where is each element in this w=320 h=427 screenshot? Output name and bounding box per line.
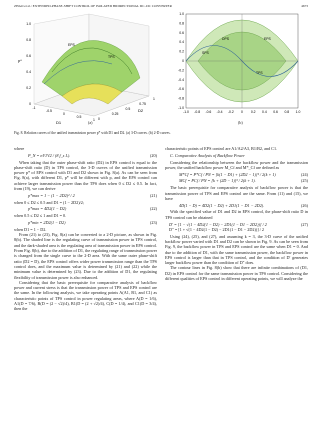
x-tick-label: -0.6 — [205, 110, 211, 114]
figure-panel-a: 00.20.40.60.81.0-1-0.500.51 00.250.50.751… — [18, 13, 155, 125]
y-tick-label: 0 — [182, 59, 184, 63]
y-tick-label: 1 — [153, 97, 155, 101]
x-tick-label: 1.0 — [296, 110, 301, 114]
equation-text: D′ = [1 − √(1 − 4D2(1 − D2) − 2D1(1 − D1… — [169, 221, 267, 227]
x-tick-label: -0.4 — [217, 110, 223, 114]
y-tick-label: -0.2 — [178, 68, 184, 72]
y-tick-label: 0.2 — [179, 50, 184, 54]
panel-tag: (b) — [238, 120, 243, 125]
equation-number: (20) — [150, 152, 157, 158]
paragraph: when 0 ≤ D2 ≤ 0.5 and D1 = (1 − 2D2)/2; — [14, 199, 85, 205]
y-tick-label: -0.6 — [178, 87, 184, 91]
equation: 4D(1 − D) = 4D2(1 − D2) + 2D1(1 − D1 − 2… — [179, 203, 308, 208]
paragraph: From (21) to (23), Fig. 8(a) can be conv… — [14, 232, 157, 280]
x-tick-label: -1 — [32, 106, 35, 110]
equation: p*max = 4D2(1 − D2) (22) — [28, 206, 157, 211]
y-tick-label: 0.75 — [139, 102, 146, 106]
equation-number: (25) — [301, 178, 308, 184]
z-tick-label: 0.8 — [26, 38, 31, 42]
paragraph: where — [14, 146, 25, 151]
y-tick-label: 0.8 — [179, 21, 184, 25]
region-label: DPS — [222, 37, 230, 41]
left-column: where P_N = nV1V2 / (8 f_s L). (20) When … — [14, 146, 157, 422]
z-tick-label: 1.0 — [26, 22, 31, 26]
paragraph: The basic prerequisite for comparative a… — [165, 185, 308, 201]
right-column: characteristic points of EPS control are… — [165, 146, 308, 422]
x-tick-label: -1.0 — [183, 110, 189, 114]
equation: D′ = [1 − √(1 − 4D2(1 − D2) − 2D1(1 − D1… — [169, 222, 308, 233]
paragraph: With the specified value of D1 and D2 in… — [165, 209, 308, 220]
equation-text: p*max = 1 − (1 − 2D2)² / 2 — [28, 192, 75, 198]
x-tick-label: 0.5 — [77, 115, 82, 119]
paragraph: The contour lines in Fig. 8(b) show that… — [165, 265, 308, 282]
y-tick-label: 0.5 — [126, 107, 131, 111]
panel-tag: (a) — [88, 120, 93, 125]
curve-label: EPS — [68, 43, 76, 47]
axis-label: D1 — [56, 120, 62, 125]
z-tick-label: 0.2 — [26, 86, 31, 90]
x-tick-label: 0 — [241, 110, 243, 114]
equation-text: MCf = PCf / PN = [k + (2D − 1)]² / 2(k +… — [179, 178, 256, 184]
equation-text: 4D(1 − D) = 4D2(1 − D2) + 2D1(1 − D1 − 2… — [179, 202, 265, 208]
z-tick-label: 0.4 — [26, 70, 31, 74]
y-tick-label: 0 — [98, 117, 100, 121]
running-header: ZHAO et al.: EXTENDED-PHASE-SHIFT CONTRO… — [14, 4, 172, 8]
paragraph: Considering the relationship between the… — [165, 159, 308, 170]
equation: p*max = 1 − (1 − 2D2)² / 2 (21) — [28, 193, 157, 198]
equation-number: (26) — [301, 202, 308, 208]
equation-text: M*Cf = P*Cf / PN = [k(1 − D1) + (2D2 − 1… — [179, 171, 276, 177]
equation-number: (21) — [150, 192, 157, 198]
paragraph: Using (24), (25), and (27), and assuming… — [165, 233, 308, 266]
section-heading: C. Comparative Analysis of Backflow Powe… — [170, 153, 245, 159]
x-tick-label: 0.8 — [284, 110, 289, 114]
equation-number: (27) — [301, 221, 308, 227]
y-tick-label: 0.4 — [179, 40, 184, 44]
region-label: TPS — [256, 71, 263, 75]
z-tick-label: 0.6 — [26, 54, 31, 58]
x-tick-label: 0.4 — [262, 110, 267, 114]
x-tick-label: 0.2 — [251, 110, 256, 114]
y-tick-label: -0.4 — [178, 78, 184, 82]
x-tick-label: -0.2 — [228, 110, 234, 114]
figure-panel-b: -1.0 -0.8 -0.6 -0.4 -0.2 0 0.2 0.4 0.6 0.8 1.0 1.0 0… — [178, 12, 301, 114]
equation-text: p*max = 4D2(1 − D2) — [28, 206, 67, 212]
equation: P_N = nV1V2 / (8 f_s L). (20) — [28, 153, 157, 158]
equation-number: (22) — [150, 206, 157, 212]
axis-label: D2 — [138, 108, 144, 113]
paragraph: When taking that the outer phase-shift r… — [14, 159, 157, 192]
y-tick-label: 0.6 — [179, 31, 184, 35]
equation: MCf = PCf / PN = [k + (2D − 1)]² / 2(k +… — [179, 178, 308, 183]
paragraph: Considering that the basic prerequisite … — [14, 279, 157, 312]
figure-caption: Fig. 8. Relation curves of the unified t… — [14, 131, 171, 135]
x-tick-label: -0.8 — [194, 110, 200, 114]
z-tick-label: 0 — [29, 102, 31, 106]
axis-label: p* — [18, 58, 22, 63]
equation-text: P_N = nV1V2 / (8 f_s L). — [28, 152, 71, 158]
y-tick-label: 0.25 — [112, 112, 119, 116]
x-tick-label: 0.6 — [273, 110, 278, 114]
y-tick-label: -0.8 — [178, 97, 184, 101]
x-tick-label: 1 — [93, 118, 95, 122]
equation-text: D″ = [1 + √(1 − 4D2(1 − D2) − 2D1(1 − D1… — [169, 226, 265, 232]
x-tick-label: -0.5 — [46, 109, 52, 113]
equation-number: (23) — [150, 220, 157, 226]
paragraph: characteristic points of EPS control are… — [165, 146, 278, 151]
equation: M*Cf = P*Cf / PN = [k(1 − D1) + (2D2 − 1… — [179, 172, 308, 177]
y-tick-label: -1.0 — [178, 106, 184, 110]
curve-label: TPS — [108, 55, 115, 59]
region-label: EPS — [264, 37, 272, 41]
equation-number: (24) — [301, 171, 308, 177]
paragraph: when 0.5 ≤ D2 ≤ 1 and D1 = 0. — [14, 213, 67, 219]
equation-text: p*min = 2D2(1 − D2) — [28, 220, 66, 226]
region-label: SPS — [202, 51, 210, 55]
x-tick-label: 0 — [63, 112, 65, 116]
y-tick-label: 1.0 — [179, 12, 184, 16]
equation: p*min = 2D2(1 − D2) (23) — [28, 220, 157, 225]
page-number: 4673 — [301, 4, 308, 8]
paragraph: when D1 = 1 − D2. — [14, 226, 47, 232]
